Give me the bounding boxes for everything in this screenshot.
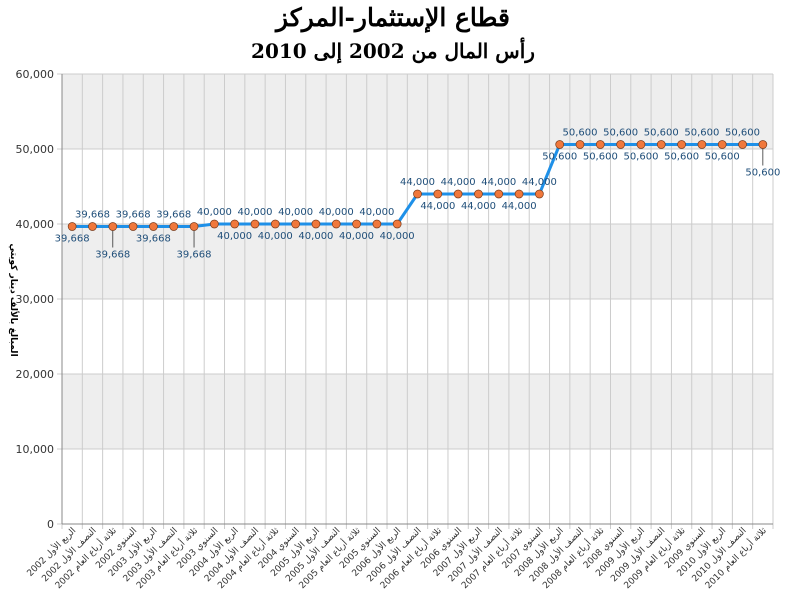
data-point <box>575 140 585 149</box>
data-point <box>433 189 443 199</box>
data-point <box>758 140 768 149</box>
data-point <box>474 189 483 199</box>
data-label: 39,668 <box>136 233 171 244</box>
y-tick-label: 20,000 <box>16 368 55 381</box>
data-label: 50,600 <box>705 152 740 163</box>
y-tick-labels: 0 10,000 20,000 30,000 40,000 50,000 60,000 <box>16 68 55 531</box>
data-point <box>270 219 280 229</box>
data-label: 40,000 <box>217 231 252 242</box>
data-label: 40,000 <box>359 207 394 218</box>
data-point <box>291 219 300 229</box>
data-label: 50,600 <box>623 152 658 163</box>
data-label: 50,600 <box>644 128 679 139</box>
data-label: 40,000 <box>339 231 374 242</box>
data-point <box>311 219 321 229</box>
data-points <box>67 140 768 231</box>
data-point <box>88 222 97 231</box>
data-label: 50,600 <box>745 168 780 179</box>
data-point <box>149 222 158 231</box>
data-label: 50,600 <box>725 128 760 139</box>
data-label: 40,000 <box>258 231 293 242</box>
data-point <box>494 189 504 199</box>
data-point <box>128 222 138 231</box>
data-label: 40,000 <box>298 231 333 242</box>
y-tick-label: 0 <box>47 518 54 531</box>
data-label: 39,668 <box>177 249 212 260</box>
y-tick-label: 30,000 <box>16 293 55 306</box>
data-point <box>250 219 260 229</box>
data-point <box>717 140 727 149</box>
y-tick-label: 60,000 <box>16 68 55 81</box>
data-point <box>108 222 118 231</box>
data-point <box>555 140 565 149</box>
data-label: 40,000 <box>319 207 354 218</box>
data-point <box>392 219 402 229</box>
data-label: 39,668 <box>156 209 191 220</box>
data-label: 44,000 <box>502 201 537 212</box>
data-label: 50,600 <box>563 128 598 139</box>
plot-band <box>62 449 773 524</box>
axes <box>61 74 773 525</box>
data-label: 44,000 <box>441 177 476 188</box>
data-point <box>210 219 219 229</box>
y-tick-label: 50,000 <box>16 143 55 156</box>
data-point <box>189 222 199 231</box>
y-axis-label: المبالغ بالألف دينار كويتي <box>8 243 20 356</box>
data-label: 50,600 <box>684 128 719 139</box>
data-label: 40,000 <box>197 207 232 218</box>
label-leader-lines <box>112 148 764 248</box>
data-label: 50,600 <box>603 128 638 139</box>
data-label: 44,000 <box>481 177 516 188</box>
data-point <box>697 140 707 149</box>
chart-title: قطاع الإستثمار-المركز <box>274 3 510 33</box>
data-label: 50,600 <box>664 152 699 163</box>
data-point <box>636 140 646 149</box>
plot-band <box>62 299 773 374</box>
data-labels: 39,668 39,668 39,668 39,668 39,668 39,668 39,6… <box>55 128 781 261</box>
data-point <box>535 189 544 199</box>
data-label: 44,000 <box>522 177 557 188</box>
plot-band <box>62 74 773 149</box>
data-point <box>656 140 666 149</box>
y-tick-label: 10,000 <box>16 443 55 456</box>
data-point <box>372 219 382 229</box>
chart-subtitle: رأس المال من 2002 إلى 2010 <box>251 37 535 64</box>
data-label: 39,668 <box>75 209 110 220</box>
data-point <box>453 189 463 199</box>
data-label: 44,000 <box>400 177 435 188</box>
data-label: 39,668 <box>116 209 151 220</box>
plot-band <box>62 374 773 449</box>
data-label: 40,000 <box>380 231 415 242</box>
data-label: 40,000 <box>278 207 313 218</box>
data-label: 50,600 <box>583 152 618 163</box>
data-point <box>616 140 625 149</box>
plot-band <box>62 149 773 224</box>
data-point <box>514 189 524 199</box>
data-point <box>677 140 686 149</box>
plot-band <box>62 224 773 299</box>
data-point <box>230 219 240 229</box>
data-point <box>67 222 77 231</box>
plot-bands <box>62 74 773 524</box>
data-point <box>413 189 422 199</box>
data-point <box>331 219 341 229</box>
data-label: 39,668 <box>55 233 90 244</box>
data-label: 40,000 <box>237 207 272 218</box>
data-point <box>595 140 605 149</box>
vertical-gridlines <box>61 74 774 529</box>
data-point <box>352 219 361 229</box>
data-point <box>169 222 179 231</box>
data-label: 44,000 <box>461 201 496 212</box>
data-point <box>738 140 747 149</box>
y-tick-label: 40,000 <box>16 218 55 231</box>
data-label: 39,668 <box>95 249 130 260</box>
data-label: 44,000 <box>420 201 455 212</box>
data-label: 50,600 <box>542 152 577 163</box>
